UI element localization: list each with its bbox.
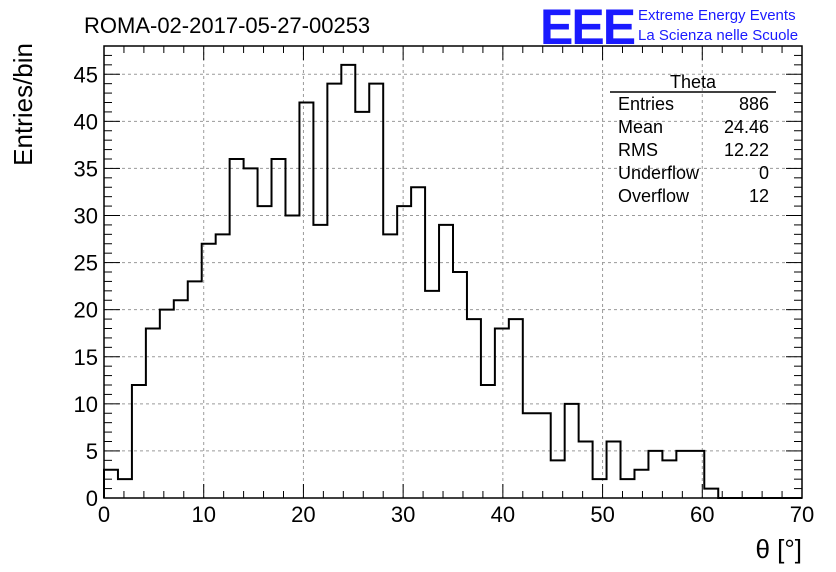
stats-value-overflow: 12 bbox=[749, 186, 769, 206]
stats-value-mean: 24.46 bbox=[724, 117, 769, 137]
x-tick-label-4: 40 bbox=[491, 502, 515, 527]
y-tick-label-8: 40 bbox=[74, 109, 98, 134]
y-tick-label-2: 10 bbox=[74, 392, 98, 417]
x-axis-label: θ [°] bbox=[755, 534, 802, 564]
y-tick-labels: 0 5 10 15 20 25 30 35 40 45 bbox=[74, 62, 98, 511]
stats-label-rms: RMS bbox=[618, 140, 658, 160]
stats-value-rms: 12.22 bbox=[724, 140, 769, 160]
x-tick-label-0: 0 bbox=[98, 502, 110, 527]
stats-label-entries: Entries bbox=[618, 94, 674, 114]
y-tick-label-3: 15 bbox=[74, 345, 98, 370]
y-axis-label: Entries/bin bbox=[8, 43, 38, 166]
plot-frame bbox=[103, 45, 803, 499]
y-tick-label-7: 35 bbox=[74, 156, 98, 181]
stats-label-mean: Mean bbox=[618, 117, 663, 137]
eee-logo: EEE Extreme Energy Events La Scienza nel… bbox=[540, 0, 798, 55]
chart-title: ROMA-02-2017-05-27-00253 bbox=[84, 13, 370, 38]
y-tick-label-5: 25 bbox=[74, 251, 98, 276]
x-tick-label-5: 50 bbox=[590, 502, 614, 527]
axis-ticks bbox=[103, 45, 803, 499]
logo-line-2: La Scienza nelle Scuole bbox=[638, 27, 798, 44]
y-tick-label-0: 0 bbox=[86, 486, 98, 511]
stats-box: Theta Entries 886 Mean 24.46 RMS 12.22 U… bbox=[610, 72, 776, 206]
histogram-outline bbox=[103, 63, 802, 499]
y-tick-label-4: 20 bbox=[74, 298, 98, 323]
y-tick-label-6: 30 bbox=[74, 204, 98, 229]
stats-title: Theta bbox=[670, 72, 717, 92]
stats-label-overflow: Overflow bbox=[618, 186, 690, 206]
stats-label-underflow: Underflow bbox=[618, 163, 700, 183]
stats-value-entries: 886 bbox=[739, 94, 769, 114]
x-tick-label-3: 30 bbox=[391, 502, 415, 527]
stats-value-underflow: 0 bbox=[759, 163, 769, 183]
x-tick-label-6: 60 bbox=[690, 502, 714, 527]
x-tick-labels: 0 10 20 30 40 50 60 70 bbox=[98, 502, 814, 527]
x-tick-label-7: 70 bbox=[790, 502, 814, 527]
x-tick-label-2: 20 bbox=[291, 502, 315, 527]
logo-line-1: Extreme Energy Events bbox=[638, 7, 796, 24]
x-tick-label-1: 10 bbox=[191, 502, 215, 527]
y-tick-label-1: 5 bbox=[86, 439, 98, 464]
y-tick-label-9: 45 bbox=[74, 62, 98, 87]
